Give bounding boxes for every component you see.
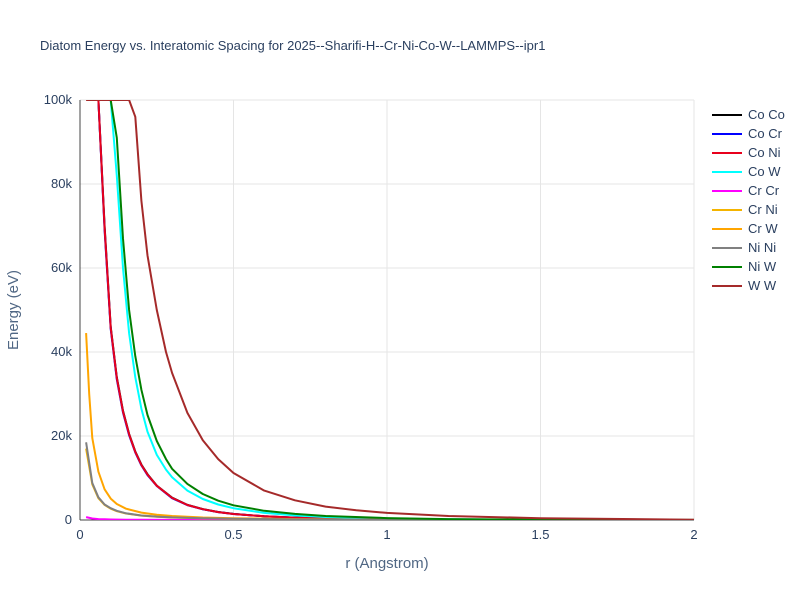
legend-label: W W (748, 278, 777, 293)
legend-label: Ni Ni (748, 240, 776, 255)
legend-item[interactable]: Cr Cr (712, 183, 780, 198)
legend-label: Cr W (748, 221, 778, 236)
grid-lines (79, 99, 695, 521)
y-tick-label: 60k (51, 260, 72, 275)
y-axis-ticks: 0 20k 40k 60k 80k 100k (44, 92, 73, 527)
y-tick-label: 80k (51, 176, 72, 191)
y-axis-title: Energy (eV) (5, 270, 22, 350)
y-tick-label: 100k (44, 92, 73, 107)
legend-label: Co Co (748, 107, 785, 122)
legend[interactable]: Co Co Co Cr Co Ni Co W Cr Cr Cr Ni Cr W Ni Ni Ni… (712, 107, 785, 293)
legend-item[interactable]: Cr Ni (712, 202, 778, 217)
x-tick-label: 0 (76, 527, 83, 542)
x-tick-label: 0.5 (224, 527, 242, 542)
x-axis-title: r (Angstrom) (345, 555, 428, 572)
legend-label: Co W (748, 164, 781, 179)
series-line-co-ni (97, 100, 694, 520)
series-line-co-w (109, 100, 694, 520)
chart-title: Diatom Energy vs. Interatomic Spacing fo… (40, 38, 545, 53)
x-tick-label: 1.5 (531, 527, 549, 542)
legend-item[interactable]: Co Cr (712, 126, 783, 141)
series-line-w-w (86, 100, 694, 520)
legend-label: Co Cr (748, 126, 783, 141)
legend-item[interactable]: Ni W (712, 259, 777, 274)
legend-item[interactable]: Co W (712, 164, 781, 179)
legend-item[interactable]: Cr W (712, 221, 778, 236)
y-tick-label: 40k (51, 344, 72, 359)
series-layer (85, 100, 694, 520)
series-line-ni-ni (85, 442, 694, 520)
series-line-co-cr (97, 100, 694, 520)
y-tick-label: 20k (51, 428, 72, 443)
series-line-cr-cr (85, 516, 694, 520)
x-tick-label: 1 (383, 527, 390, 542)
legend-item[interactable]: Co Ni (712, 145, 781, 160)
y-tick-label: 0 (65, 512, 72, 527)
legend-item[interactable]: Co Co (712, 107, 785, 122)
legend-item[interactable]: Ni Ni (712, 240, 776, 255)
legend-item[interactable]: W W (712, 278, 777, 293)
series-line-co-co (97, 100, 694, 520)
series-line-cr-w (85, 333, 694, 520)
legend-label: Cr Cr (748, 183, 780, 198)
legend-label: Ni W (748, 259, 777, 274)
x-axis-ticks: 0 0.5 1 1.5 2 (76, 527, 697, 542)
x-tick-label: 2 (690, 527, 697, 542)
legend-label: Cr Ni (748, 202, 778, 217)
legend-label: Co Ni (748, 145, 781, 160)
series-line-ni-w (109, 100, 694, 520)
series-line-cr-ni (85, 448, 694, 520)
